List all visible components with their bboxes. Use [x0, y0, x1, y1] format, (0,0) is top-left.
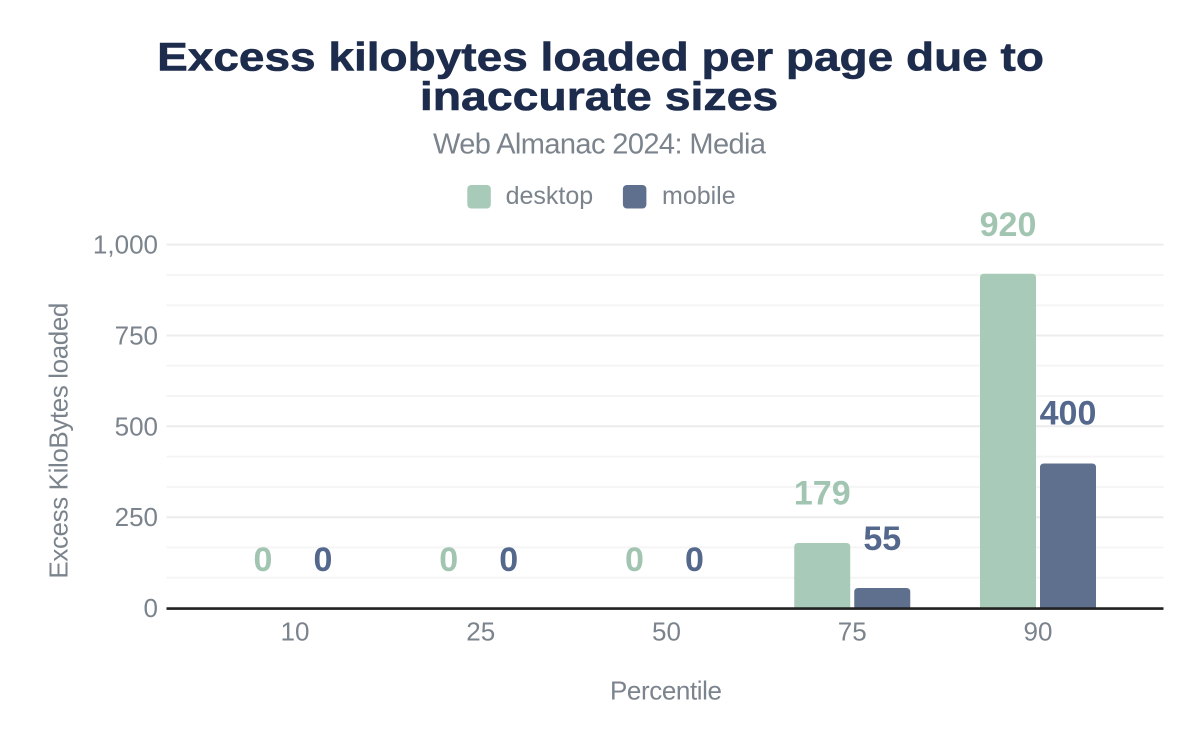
- svg-text:0: 0: [685, 541, 704, 579]
- svg-text:0: 0: [314, 541, 333, 579]
- svg-text:0: 0: [254, 541, 273, 579]
- svg-text:desktop: desktop: [506, 182, 594, 210]
- svg-text:Excess kilobytes loaded per pa: Excess kilobytes loaded per page due to: [157, 35, 1044, 80]
- svg-text:Excess KiloBytes loaded: Excess KiloBytes loaded: [44, 303, 74, 579]
- svg-text:0: 0: [144, 593, 158, 623]
- svg-text:mobile: mobile: [662, 182, 736, 210]
- svg-text:0: 0: [625, 541, 644, 579]
- svg-text:55: 55: [863, 520, 901, 558]
- svg-text:Percentile: Percentile: [610, 676, 722, 706]
- svg-text:25: 25: [466, 617, 495, 647]
- svg-text:1,000: 1,000: [93, 230, 158, 260]
- svg-text:10: 10: [281, 617, 310, 647]
- svg-text:920: 920: [980, 206, 1037, 244]
- svg-text:0: 0: [499, 541, 518, 579]
- svg-text:750: 750: [115, 321, 158, 351]
- svg-text:50: 50: [652, 617, 681, 647]
- svg-text:90: 90: [1024, 617, 1053, 647]
- svg-text:250: 250: [115, 502, 158, 532]
- svg-text:inaccurate sizes: inaccurate sizes: [420, 75, 778, 119]
- svg-text:Web Almanac 2024: Media: Web Almanac 2024: Media: [433, 129, 767, 161]
- svg-text:500: 500: [115, 411, 158, 441]
- svg-text:75: 75: [838, 617, 867, 647]
- svg-text:179: 179: [794, 475, 851, 513]
- svg-text:0: 0: [439, 541, 458, 579]
- svg-text:400: 400: [1040, 395, 1097, 433]
